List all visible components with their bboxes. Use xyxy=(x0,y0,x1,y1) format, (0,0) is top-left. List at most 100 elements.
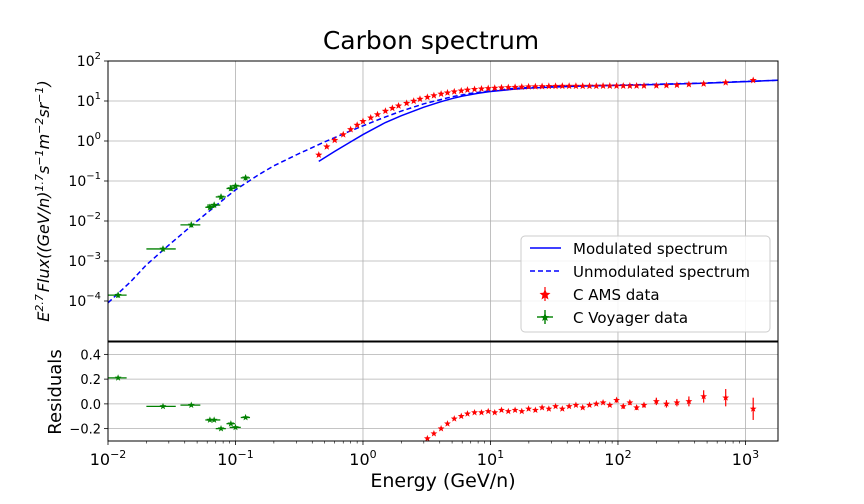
voyager-residual-point xyxy=(217,425,225,432)
ams-data-point xyxy=(416,95,424,103)
ams-data-point xyxy=(538,82,546,90)
ams-data-point xyxy=(673,81,681,89)
ams-data-point xyxy=(315,151,323,158)
x-tick-label: 101 xyxy=(477,448,504,469)
ams-data-point xyxy=(662,81,671,89)
main-y-tick-label: 102 xyxy=(77,51,101,70)
ams-data-point xyxy=(373,110,382,118)
voyager-residual-point xyxy=(210,416,218,423)
ams-residual-point xyxy=(606,401,614,409)
ams-data-point xyxy=(579,82,587,90)
ams-data-point xyxy=(685,80,693,88)
voyager-data-point xyxy=(114,291,122,299)
ams-residual-point xyxy=(749,405,757,412)
main-y-ticks: 10−4 10−3 10−2 10−1 100 101 102 xyxy=(68,51,746,345)
ams-residual-point xyxy=(437,425,445,432)
ams-data-point xyxy=(504,83,512,91)
legend-unmodulated-label: Unmodulated spectrum xyxy=(573,263,750,281)
ams-data-point xyxy=(599,82,607,90)
voyager-data-point xyxy=(231,182,240,190)
main-y-axis-label: E2.7Flux((GeV/n)1.7s−1m−2sr−1) xyxy=(33,80,53,322)
ams-data-point xyxy=(410,97,418,105)
ams-data-point xyxy=(443,88,452,96)
voyager-residual-point xyxy=(227,420,235,427)
ams-residual-point xyxy=(504,407,512,415)
ams-data-point xyxy=(565,82,573,90)
ams-data-point xyxy=(367,114,375,121)
x-tick-label: 10−1 xyxy=(217,448,254,469)
ams-data-point xyxy=(423,93,431,101)
ams-residual-point xyxy=(423,434,431,441)
residuals-y-tick-label: 0.4 xyxy=(80,348,101,363)
main-y-tick-label: 10−2 xyxy=(68,211,101,230)
ams-data-point xyxy=(437,90,445,98)
ams-data-point xyxy=(463,86,472,94)
residuals-y-ticks: 0.4 0.2 0.0 −0.2 xyxy=(69,348,108,438)
x-tick-label: 103 xyxy=(732,448,759,469)
voyager-data-point xyxy=(241,174,250,181)
ams-residual-point xyxy=(613,396,620,404)
residuals-y-tick-label: −0.2 xyxy=(69,423,101,438)
x-tick-label: 100 xyxy=(349,448,376,469)
ams-residual-point xyxy=(478,408,485,416)
residuals-plot-area: 0.4 0.2 0.0 −0.2 10−2 10−1 100 101 102 103 xyxy=(69,341,779,469)
main-y-tick-label: 10−1 xyxy=(68,171,101,190)
ams-residual-point xyxy=(663,400,670,407)
legend: Modulated spectrum Unmodulated spectrum … xyxy=(520,235,771,333)
ams-residual-point xyxy=(652,397,660,405)
ams-data-point xyxy=(491,84,499,92)
residuals-x-ticks: 10−2 10−1 100 101 102 103 xyxy=(90,441,759,469)
main-data-layer xyxy=(108,76,778,304)
ams-data-point xyxy=(722,78,730,86)
ams-residual-point xyxy=(626,399,634,406)
ams-residual-point xyxy=(640,401,648,409)
ams-data-point xyxy=(749,76,757,84)
legend-voyager-marker-icon xyxy=(537,310,553,324)
voyager-residual-point xyxy=(159,402,167,410)
ams-residual-point xyxy=(633,403,641,411)
ams-data-point xyxy=(450,87,458,95)
ams-residual-point xyxy=(579,403,587,411)
ams-residual-point xyxy=(673,399,681,406)
ams-residual-point xyxy=(518,407,526,415)
ams-data-point xyxy=(359,117,367,125)
ams-data-point xyxy=(353,121,361,129)
ams-residual-point xyxy=(545,405,553,412)
ams-data-point xyxy=(430,91,438,99)
ams-residual-point xyxy=(430,429,438,437)
ams-residual-point xyxy=(558,405,566,412)
voyager-data-point xyxy=(159,245,167,253)
main-y-tick-label: 10−3 xyxy=(68,251,101,270)
ams-residual-point xyxy=(491,408,499,416)
ams-residual-point xyxy=(565,402,573,410)
ams-residual-point xyxy=(525,405,532,412)
x-axis-label: Energy (GeV/n) xyxy=(370,470,515,492)
legend-box xyxy=(520,235,771,333)
ams-data-point xyxy=(606,82,614,90)
ams-residual-point xyxy=(572,401,580,409)
main-plot-frame xyxy=(107,60,779,342)
ams-data-point xyxy=(511,83,519,91)
ams-residual-point xyxy=(511,406,519,413)
voyager-data-point xyxy=(227,184,235,192)
residuals-y-tick-label: 0.0 xyxy=(80,398,101,413)
x-tick-label: 102 xyxy=(604,448,631,469)
voyager-residual-point xyxy=(242,413,250,421)
legend-ams-label: C AMS data xyxy=(573,286,660,304)
ams-residual-point xyxy=(498,406,505,413)
ams-residual-point xyxy=(450,415,458,422)
ams-data-point xyxy=(477,84,486,92)
residuals-plot-frame xyxy=(107,341,779,442)
ams-residual-point xyxy=(538,403,546,411)
voyager-residual-point xyxy=(114,374,122,381)
ams-residual-point xyxy=(722,394,730,401)
ams-residual-point xyxy=(444,420,451,427)
ams-data-point xyxy=(585,82,594,90)
ams-residual-point xyxy=(586,401,593,409)
voyager-data-point xyxy=(187,221,195,228)
ams-data-point xyxy=(388,104,396,112)
ams-residual-point xyxy=(484,407,492,415)
ams-data-point xyxy=(551,82,560,90)
ams-data-point xyxy=(531,82,539,90)
